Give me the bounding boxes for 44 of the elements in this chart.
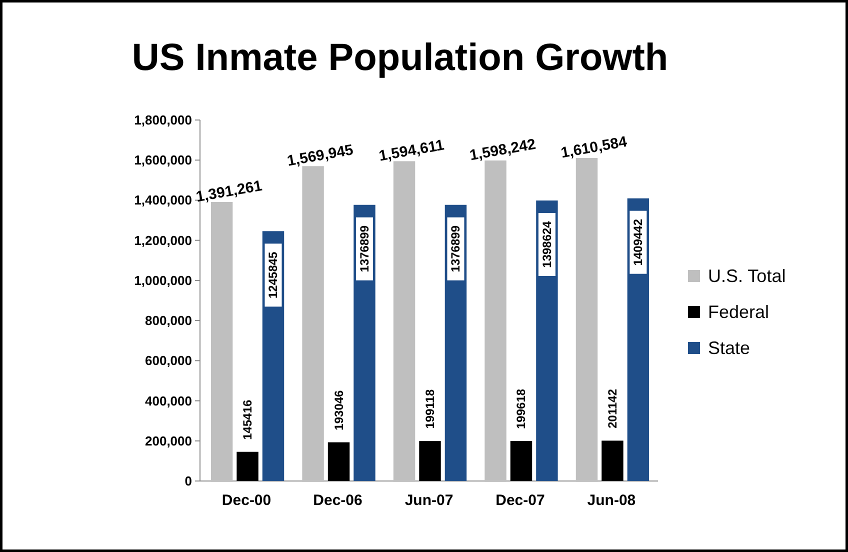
x-tick-label: Dec-06 [313,492,362,509]
y-tick-label: 1,600,000 [134,152,192,168]
legend-label: State [708,338,750,358]
bar [419,441,441,481]
y-tick-label: 200,000 [145,433,192,448]
data-label: 145416 [240,399,255,440]
y-tick-label: 1,200,000 [134,232,192,248]
data-label: 1,610,584 [560,133,629,162]
data-label: 1409442 [631,218,646,266]
y-tick-label: 1,400,000 [134,192,192,208]
bar [602,440,624,481]
legend-label: Federal [708,302,770,322]
data-label: 201142 [605,388,620,428]
x-tick-label: Jun-08 [587,492,636,509]
y-tick-label: 0 [184,474,192,488]
bar [510,440,532,481]
bar [302,166,324,481]
y-tick-label: 400,000 [145,393,192,408]
y-tick-label: 1,000,000 [134,272,192,288]
bar [236,452,258,481]
data-label: 193046 [332,390,346,430]
data-label: 1245845 [266,251,280,298]
bar [484,160,506,481]
data-label: 1398624 [540,220,554,268]
bar [393,161,416,481]
x-tick-label: Jun-07 [404,492,454,509]
data-label: 1,391,261 [194,177,264,206]
bar [328,442,350,481]
data-label: 199118 [423,389,437,429]
chart-title: US Inmate Population Growth [132,37,668,79]
y-tick-label: 600,000 [145,353,192,368]
bar [576,158,598,481]
bar [210,202,233,481]
data-label: 1376899 [448,225,463,272]
data-label: 1376899 [357,225,372,272]
y-tick-label: 800,000 [145,313,192,328]
x-tick-label: Dec-07 [496,492,545,509]
data-label: 1,569,945 [286,142,355,170]
data-label: 1,594,611 [378,136,446,165]
data-label: 1,598,242 [468,136,538,164]
x-tick-label: Dec-00 [222,492,272,509]
y-tick-label: 1,800,000 [134,112,192,128]
legend-label: U.S. Total [708,266,786,286]
data-label: 199618 [514,388,528,429]
